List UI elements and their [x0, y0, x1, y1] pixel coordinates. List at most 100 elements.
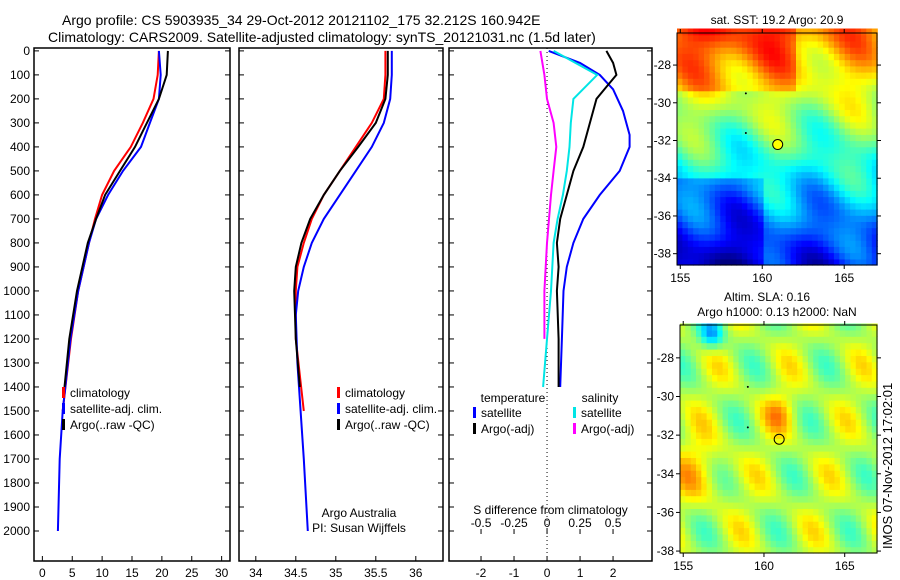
map-cell	[817, 177, 824, 185]
map-cell	[786, 508, 793, 516]
map-cell	[704, 252, 710, 260]
map-cell	[690, 387, 697, 395]
map-cell	[779, 115, 786, 123]
map-cell	[747, 128, 754, 135]
map-cell	[733, 451, 740, 458]
map-cell	[738, 502, 745, 509]
map-cell	[712, 336, 718, 344]
map-cell	[722, 546, 729, 554]
legend-label: climatology	[345, 386, 405, 400]
map-cell	[855, 103, 862, 110]
map-cell	[765, 406, 772, 414]
map-cell	[769, 252, 775, 260]
map-cell	[833, 146, 840, 154]
map-cell	[866, 482, 873, 490]
map-cell	[763, 252, 770, 260]
map-cell	[829, 355, 836, 363]
map-cell	[720, 202, 727, 210]
map-cell	[855, 165, 862, 173]
map-cell	[685, 540, 692, 548]
map-cell	[685, 514, 692, 522]
map-cell	[690, 514, 697, 522]
map-cell	[733, 361, 740, 369]
map-cell	[781, 342, 788, 350]
map-cell	[823, 463, 830, 471]
map-cell	[817, 90, 824, 98]
map-cell	[774, 84, 781, 92]
map-cell	[690, 457, 697, 465]
map-cell	[722, 406, 729, 414]
map-cell	[774, 103, 781, 110]
map-cell	[833, 28, 840, 36]
map-cell	[736, 209, 743, 216]
map-cell	[733, 329, 740, 337]
map-cell	[774, 134, 781, 142]
map-cell	[823, 109, 830, 117]
map-cell	[775, 342, 782, 350]
map-cell	[844, 227, 851, 235]
map-cell	[758, 128, 765, 135]
map-cell	[775, 323, 782, 331]
map-cell	[839, 233, 846, 241]
map-cell	[728, 527, 734, 535]
map-cell	[844, 209, 851, 216]
map-cell	[807, 336, 814, 344]
map-cell	[866, 84, 873, 92]
map-cell	[801, 47, 808, 54]
map-cell	[731, 258, 738, 266]
map-cell	[769, 165, 775, 173]
map-cell	[829, 361, 836, 369]
map-cell	[802, 431, 809, 439]
map-cell	[861, 419, 868, 427]
map-cell	[839, 121, 846, 129]
map-cell	[855, 90, 862, 98]
map-cell	[696, 336, 702, 344]
map-cell	[698, 215, 705, 222]
map-cell	[871, 476, 878, 484]
map-cell	[855, 514, 862, 522]
map-cell	[855, 258, 862, 266]
map-cell	[871, 470, 878, 478]
map-cell	[779, 96, 786, 104]
map-cell	[866, 400, 873, 407]
map-cell	[741, 134, 748, 142]
map-cell	[829, 451, 836, 458]
map-cell	[790, 159, 797, 166]
map-cell	[844, 252, 851, 260]
map-cell	[855, 502, 862, 509]
y-tick-label: -28	[657, 351, 675, 365]
map-cell	[690, 400, 697, 407]
map-cell	[754, 495, 761, 503]
map-cell	[752, 159, 759, 166]
map-cell	[754, 323, 761, 331]
map-cell	[752, 227, 759, 235]
map-cell	[823, 438, 830, 446]
map-cell	[709, 153, 716, 160]
map-cell	[701, 380, 708, 388]
map-cell	[712, 406, 718, 414]
map-cell	[758, 65, 765, 73]
map-cell	[806, 177, 813, 185]
map-cell	[728, 393, 734, 401]
map-cell	[774, 177, 781, 185]
map-cell	[763, 184, 770, 191]
map-cell	[758, 84, 765, 92]
map-cell	[845, 470, 852, 478]
map-cell	[790, 209, 797, 216]
map-cell	[733, 546, 740, 554]
map-cell	[850, 527, 857, 535]
map-cell	[741, 34, 748, 42]
map-cell	[720, 78, 727, 86]
map-cell	[834, 451, 841, 458]
map-cell	[844, 165, 851, 173]
map-cell	[714, 134, 721, 142]
map-cell	[861, 393, 868, 401]
map-cell	[791, 546, 798, 554]
map-cell	[871, 451, 878, 458]
map-cell	[871, 96, 878, 104]
map-cell	[728, 419, 734, 427]
map-cell	[812, 258, 819, 266]
map-cell	[763, 47, 770, 54]
map-cell	[866, 171, 873, 179]
map-cell	[779, 202, 786, 210]
